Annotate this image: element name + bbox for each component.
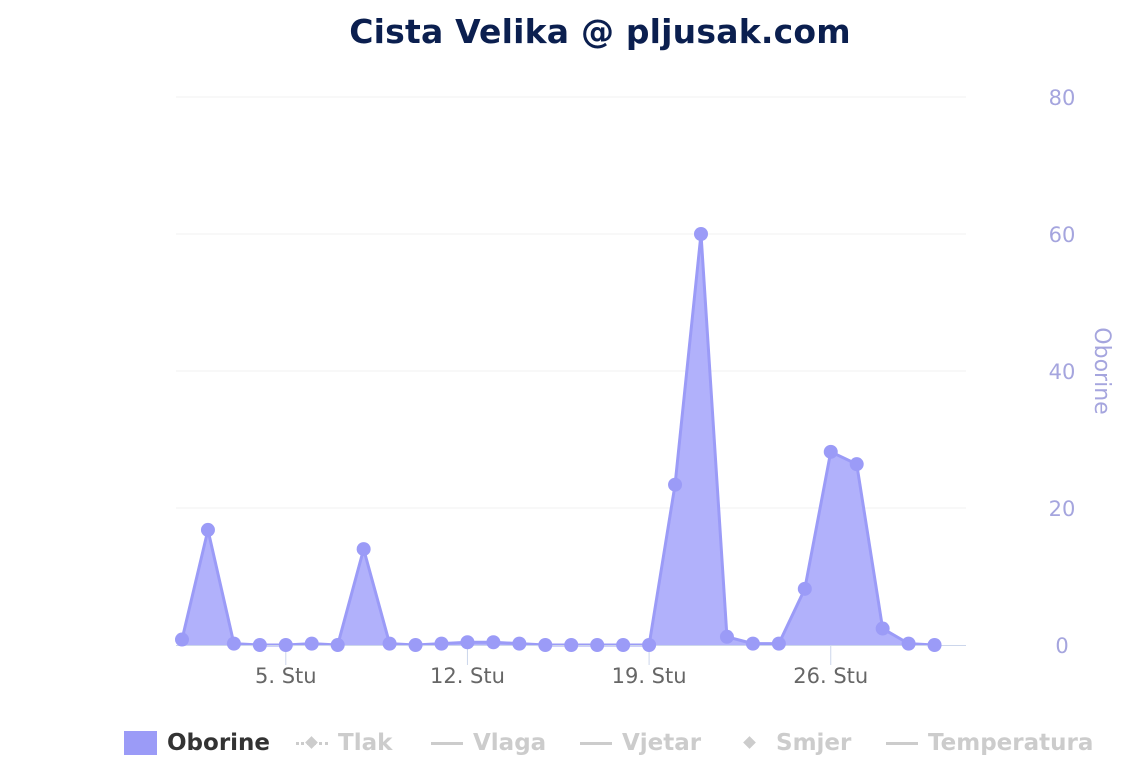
legend-item-oborine[interactable]: Oborine: [124, 726, 270, 760]
data-point: [226, 636, 241, 651]
area-swatch-icon: [124, 731, 157, 755]
data-point: [823, 444, 838, 459]
legend-item-vlaga[interactable]: Vlaga: [431, 726, 546, 760]
data-point: [849, 457, 864, 472]
line-icon: [431, 733, 463, 753]
legend-item-temperatura[interactable]: Temperatura: [886, 726, 1093, 760]
data-point: [927, 638, 942, 652]
data-point: [771, 636, 786, 651]
y-tick-label: 60: [1049, 223, 1076, 247]
legend-label: Oborine: [167, 730, 271, 756]
diamond-icon: [734, 733, 766, 753]
data-point: [486, 635, 501, 650]
data-point: [175, 632, 189, 647]
data-point: [356, 542, 371, 557]
chart-title: Cista Velika @ pljusak.com: [349, 12, 851, 51]
legend-label: Temperatura: [928, 730, 1094, 756]
data-point: [304, 636, 319, 651]
data-point: [797, 581, 812, 596]
data-point: [564, 638, 579, 652]
series-area-oborine: [182, 234, 935, 645]
data-point: [901, 636, 916, 651]
x-tick-label: 5. Stu: [255, 664, 317, 688]
precipitation-chart: 0 20 40 60 80 Oborine 5. Stu 12. Stu 19. Stu 26. …: [175, 86, 1114, 688]
data-point: [719, 629, 734, 644]
data-point: [408, 638, 423, 652]
data-point: [330, 638, 345, 652]
legend-item-smjer[interactable]: Smjer: [734, 726, 851, 760]
data-point: [668, 477, 683, 492]
legend-item-vjetar[interactable]: Vjetar: [580, 726, 701, 760]
data-point: [200, 522, 215, 537]
x-tick-label: 26. Stu: [793, 664, 868, 688]
y-tick-label: 20: [1049, 497, 1076, 521]
x-tick-label: 19. Stu: [612, 664, 687, 688]
data-point: [434, 636, 449, 651]
y-tick-label: 0: [1055, 634, 1068, 658]
data-point: [616, 638, 631, 652]
x-tick-label: 12. Stu: [430, 664, 505, 688]
data-point: [745, 636, 760, 651]
y-tick-label: 40: [1049, 360, 1076, 384]
legend-label: Smjer: [776, 730, 852, 756]
y-axis-title: Oborine: [1089, 327, 1114, 414]
legend-item-tlak[interactable]: Tlak: [296, 726, 392, 760]
y-tick-label: 80: [1049, 86, 1076, 110]
dotted-diamond-icon: [296, 733, 328, 753]
legend-label: Vlaga: [473, 730, 547, 756]
data-point: [875, 621, 890, 636]
data-point: [382, 636, 397, 651]
legend-label: Tlak: [338, 730, 393, 756]
data-point: [694, 227, 708, 241]
data-point: [252, 638, 267, 652]
data-point: [538, 638, 553, 652]
data-point: [512, 636, 527, 651]
line-icon: [886, 733, 918, 753]
legend-label: Vjetar: [622, 730, 702, 756]
data-point: [642, 638, 657, 652]
line-icon: [580, 733, 612, 753]
data-point: [590, 638, 605, 652]
data-point: [460, 635, 475, 650]
data-point: [278, 638, 293, 652]
